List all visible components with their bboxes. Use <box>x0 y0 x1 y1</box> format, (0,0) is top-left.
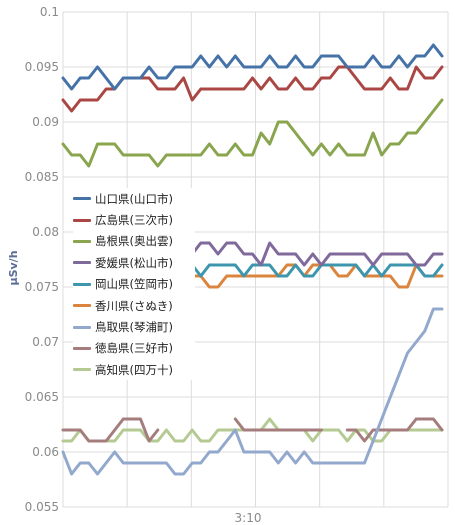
series-line <box>190 263 444 278</box>
y-tick-label: 0.09 <box>32 115 59 129</box>
y-tick-label: 0.055 <box>25 500 59 514</box>
legend-label: 岡山県(笠岡市) <box>95 277 173 292</box>
legend-item[interactable]: 岡山県(笠岡市) <box>73 274 195 295</box>
y-tick-label: 0.06 <box>32 445 59 459</box>
legend-item[interactable]: 香川県(さぬき) <box>73 295 195 316</box>
y-tick-label: 0.07 <box>32 335 59 349</box>
legend-label: 山口県(山口市) <box>95 191 173 206</box>
y-tick-label: 0.085 <box>25 170 59 184</box>
series-line <box>190 241 444 267</box>
legend-swatch <box>73 368 91 372</box>
legend-swatch <box>73 282 91 286</box>
legend-swatch <box>73 239 91 243</box>
legend-item[interactable]: 広島県(三次市) <box>73 209 195 230</box>
legend-label: 徳島県(三好市) <box>95 341 173 356</box>
x-tick-label: 3:10 <box>235 511 262 525</box>
legend-label: 島根県(奥出雲) <box>95 234 173 249</box>
legend-label: 愛媛県(松山市) <box>95 255 173 270</box>
series-line <box>61 417 444 443</box>
legend-swatch <box>73 261 91 265</box>
legend-label: 広島県(三次市) <box>95 213 173 228</box>
legend-swatch <box>73 346 91 350</box>
y-tick-label: 0.095 <box>25 60 59 74</box>
series-line <box>190 263 444 289</box>
y-tick-label: 0.065 <box>25 390 59 404</box>
y-axis-ticks: 0.1 0.095 0.09 0.085 0.08 0.075 0.07 0.065 0.06 0… <box>25 5 59 514</box>
series-lines <box>61 43 444 476</box>
legend-label: 香川県(さぬき) <box>95 298 173 313</box>
series-line <box>61 307 444 476</box>
y-tick-label: 0.1 <box>40 5 59 19</box>
series-line <box>61 65 444 113</box>
legend-item[interactable]: 徳島県(三好市) <box>73 338 195 359</box>
series-line <box>61 98 444 168</box>
legend-label: 高知県(四万十) <box>95 362 173 377</box>
series-line <box>61 43 444 91</box>
y-axis-label: μSv/h <box>7 250 20 285</box>
y-tick-label: 0.08 <box>32 225 59 239</box>
legend-swatch <box>73 325 91 329</box>
legend-item[interactable]: 鳥取県(琴浦町) <box>73 316 195 337</box>
chart-legend: 山口県(山口市) 広島県(三次市) 島根県(奥出雲) 愛媛県(松山市) 岡山県(笠岡市)… <box>73 188 195 380</box>
legend-swatch <box>73 218 91 222</box>
legend-swatch <box>73 197 91 201</box>
legend-item[interactable]: 愛媛県(松山市) <box>73 252 195 273</box>
legend-item[interactable]: 島根県(奥出雲) <box>73 231 195 252</box>
legend-swatch <box>73 304 91 308</box>
legend-label: 鳥取県(琴浦町) <box>95 320 173 335</box>
legend-item[interactable]: 高知県(四万十) <box>73 359 195 380</box>
legend-item[interactable]: 山口県(山口市) <box>73 188 195 209</box>
y-tick-label: 0.075 <box>25 280 59 294</box>
